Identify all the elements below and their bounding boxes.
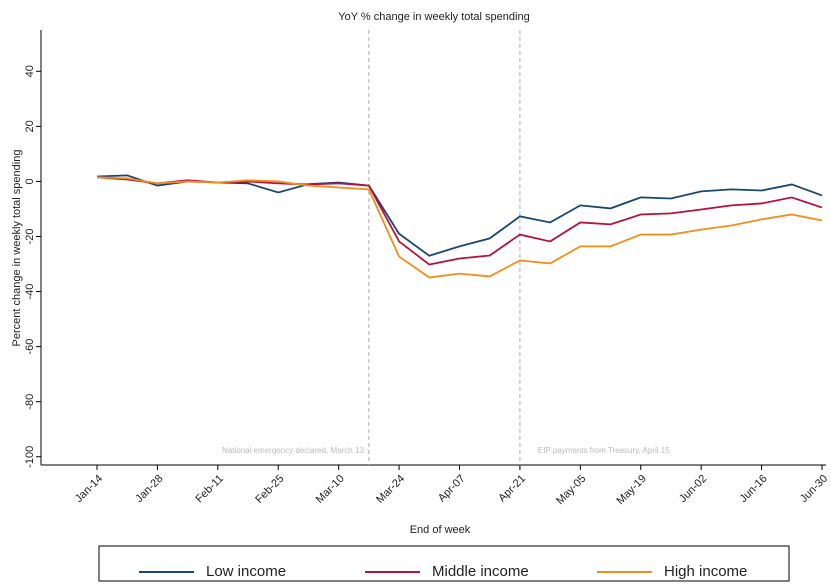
y-tick-label: 0	[24, 178, 36, 184]
y-tick-label: 20	[24, 120, 36, 132]
legend-label: Middle income	[432, 563, 529, 580]
legend-label: High income	[664, 563, 747, 580]
x-axis-label: End of week	[410, 524, 471, 536]
x-tick-label: May-05	[554, 473, 588, 507]
chart-title: YoY % change in weekly total spending	[338, 11, 529, 23]
x-tick-label: Jan-14	[73, 473, 105, 505]
y-tick-label: -100	[24, 446, 36, 468]
legend-box	[98, 545, 790, 582]
x-tick-label: May-19	[614, 473, 648, 507]
x-tick-label: Jun-02	[677, 473, 709, 505]
x-tick-label: Mar-24	[374, 473, 407, 506]
x-tick-label: Jan-28	[133, 473, 165, 505]
x-tick-label: Apr-21	[496, 473, 528, 505]
y-tick-label: -60	[24, 339, 36, 355]
x-tick-label: Mar-10	[314, 473, 347, 506]
x-tick-label: Jun-16	[737, 473, 769, 505]
y-tick-label: 40	[24, 65, 36, 77]
y-tick-label: -40	[24, 284, 36, 300]
annotation: National emergency declared, March 13	[222, 446, 364, 455]
x-tick-label: Feb-11	[193, 473, 226, 506]
series-line	[96, 174, 823, 257]
series-line	[96, 176, 823, 279]
x-tick-label: Feb-25	[253, 473, 286, 506]
annotation: EIP payments from Treasury, April 15	[538, 446, 670, 455]
y-tick-label: -20	[24, 229, 36, 245]
x-tick-label: Apr-07	[436, 473, 468, 505]
x-tick-label: Jun-30	[798, 473, 830, 505]
y-tick-label: -80	[24, 394, 36, 410]
y-axis-label: Percent change in weekly total spending	[11, 150, 23, 347]
legend-label: Low income	[206, 563, 286, 580]
